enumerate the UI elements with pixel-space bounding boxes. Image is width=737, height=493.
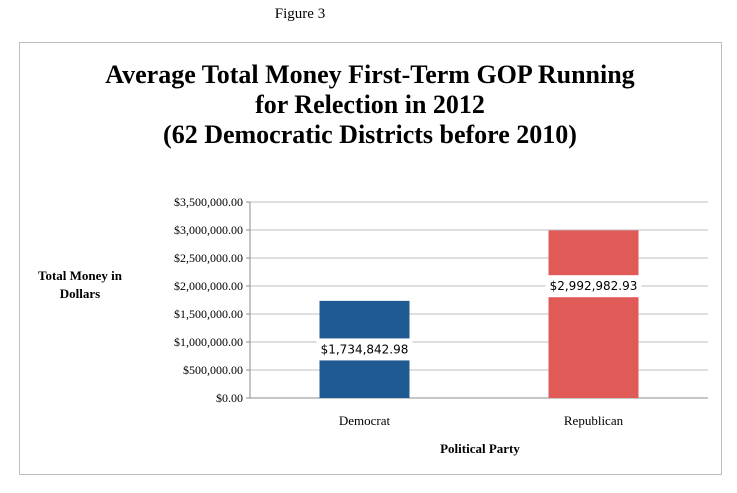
- y-tick-label: $2,500,000.00: [174, 251, 243, 265]
- bar-chart: Average Total Money First-Term GOP Runni…: [38, 60, 708, 456]
- data-label-box: [316, 338, 413, 361]
- y-tick-label: $1,000,000.00: [174, 335, 243, 349]
- bars: $1,734,842.98 $2,992,982.93: [316, 230, 642, 398]
- x-category-label: Democrat: [339, 413, 391, 428]
- y-tick-label: $0.00: [216, 391, 243, 405]
- y-axis-ticks: $0.00 $500,000.00 $1,000,000.00 $1,500,000.…: [174, 195, 243, 405]
- y-tick-label: $500,000.00: [183, 363, 243, 377]
- chart-frame: Average Total Money First-Term GOP Runni…: [19, 42, 722, 475]
- figure-label: Figure 3: [274, 6, 326, 22]
- gridlines: [246, 201, 708, 399]
- y-axis-title-line-1: Total Money in: [38, 268, 123, 283]
- y-tick-label: $3,500,000.00: [174, 195, 243, 209]
- chart-title-line-1: Average Total Money First-Term GOP Runni…: [105, 60, 634, 89]
- chart-title-line-2: for Relection in 2012: [255, 90, 485, 119]
- y-tick-label: $3,000,000.00: [174, 223, 243, 237]
- x-category-label: Republican: [564, 413, 624, 428]
- x-axis-categories: Democrat Republican: [339, 413, 624, 428]
- y-tick-label: $1,500,000.00: [174, 307, 243, 321]
- y-tick-label: $2,000,000.00: [174, 279, 243, 293]
- x-axis-title: Political Party: [440, 441, 520, 456]
- y-axis-title-line-2: Dollars: [60, 286, 100, 301]
- data-label: $1,734,842.98: [321, 342, 409, 356]
- data-label-box: [545, 275, 642, 298]
- data-label: $2,992,982.93: [550, 279, 638, 293]
- chart-title-line-3: (62 Democratic Districts before 2010): [163, 120, 577, 149]
- bar-republican: [548, 230, 639, 398]
